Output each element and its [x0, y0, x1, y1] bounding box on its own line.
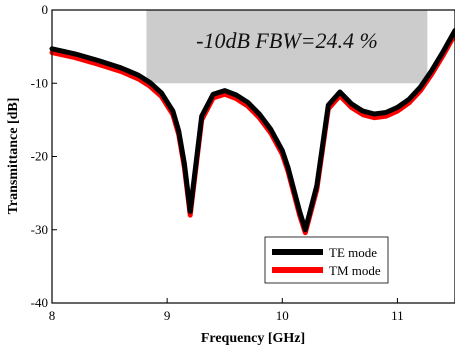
fbw-band: [146, 10, 428, 84]
x-tick-label: 11: [391, 308, 404, 323]
x-axis-title: Frequency [GHz]: [201, 331, 305, 346]
x-tick-label: 10: [276, 308, 289, 323]
y-tick-label: -10: [31, 75, 48, 90]
y-axis-title: Transmittance [dB]: [6, 98, 21, 215]
x-tick-label: 9: [164, 308, 171, 323]
x-tick-label: 8: [49, 308, 56, 323]
legend-label-tm: TM mode: [329, 263, 381, 278]
y-tick-label: -40: [31, 295, 48, 310]
fbw-annotation: -10dB FBW=24.4 %: [196, 28, 378, 53]
series-line-te-mode: [49, 28, 455, 233]
tick-layer: 8 9 10 11 0 -10 -20 -30 -40: [31, 2, 404, 323]
legend-label-te: TE mode: [329, 245, 377, 260]
y-tick-label: 0: [42, 2, 49, 17]
y-tick-label: -30: [31, 222, 48, 237]
legend-box: [264, 236, 389, 284]
y-tick-label: -20: [31, 149, 48, 164]
legend: TE mode TM mode: [264, 236, 389, 284]
series-layer: [49, 28, 455, 236]
